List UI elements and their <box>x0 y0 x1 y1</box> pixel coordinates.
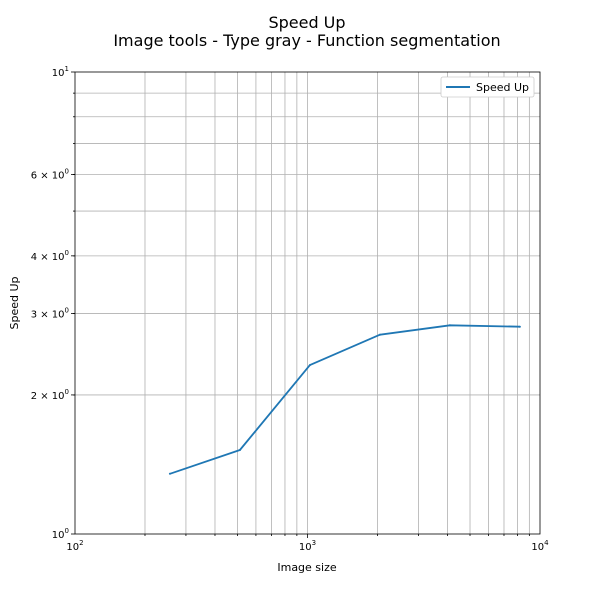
y-tick-label: 101 <box>52 65 69 79</box>
chart-subtitle: Image tools - Type gray - Function segme… <box>113 31 500 50</box>
grid-lines <box>75 72 540 534</box>
data-point <box>378 333 381 336</box>
y-tick-label: 100 <box>52 527 69 541</box>
legend-box <box>440 76 535 98</box>
data-point <box>168 472 171 475</box>
chart-title: Speed Up <box>268 13 345 32</box>
data-point <box>238 448 241 451</box>
y-axis-label: Speed Up <box>8 276 21 329</box>
legend-label: Speed Up <box>476 81 529 94</box>
x-axis-label: Image size <box>277 561 337 574</box>
series-line <box>169 324 520 475</box>
legend: Speed Up <box>440 76 535 98</box>
plot-series <box>168 324 521 475</box>
x-tick-label: 104 <box>531 539 549 553</box>
x-tick-label: 102 <box>66 539 83 553</box>
y-tick-label: 6 × 100 <box>31 167 69 181</box>
y-tick-label: 3 × 100 <box>31 307 69 321</box>
data-point <box>448 324 451 327</box>
axis-ticks: 102 103 104 100 2 × 100 3 × 100 4 × 100 6 × 100… <box>31 65 549 553</box>
y-tick-label: 2 × 100 <box>31 388 69 402</box>
y-tick-label: 4 × 100 <box>31 249 69 263</box>
data-point <box>308 364 311 367</box>
x-tick-label: 103 <box>299 539 316 553</box>
data-point <box>518 325 521 328</box>
